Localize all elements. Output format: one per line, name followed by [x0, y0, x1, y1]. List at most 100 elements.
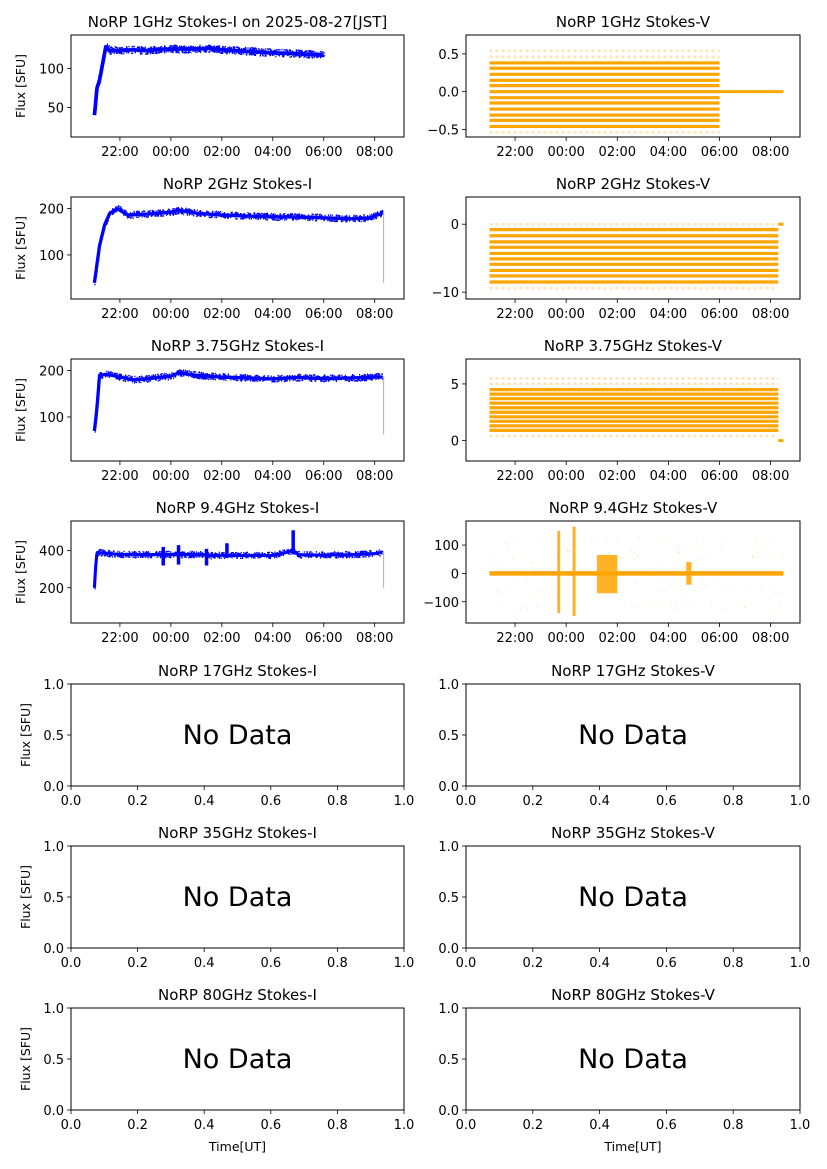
panel-title: NoRP 3.75GHz Stokes-V: [544, 337, 723, 355]
x-tick-label: 0.4: [589, 956, 610, 971]
x-tick-label: 04:00: [650, 307, 687, 322]
y-tick-label: 100: [39, 411, 64, 426]
y-tick-label: 100: [434, 539, 459, 554]
panel-17ghz-v: NoRP 17GHz Stokes-V 0.0 0.2 0.4 0.6 0.8 1.0 0.0…: [438, 662, 810, 809]
panel-1ghz-v: NoRP 1GHz Stokes-V 22:00 00:00 02:00 04:00 06…: [427, 13, 801, 160]
x-tick-label: 0.0: [61, 1118, 82, 1133]
axes-frame: [70, 520, 405, 624]
x-tick-label: 06:00: [305, 631, 342, 646]
y-tick-label: 0.0: [43, 1104, 64, 1119]
x-tick-label: 00:00: [152, 469, 189, 484]
plot-area: [489, 526, 784, 616]
x-tick-label: 02:00: [599, 307, 636, 322]
x-tick-label: 08:00: [356, 631, 393, 646]
panel-title: NoRP 1GHz Stokes-I on 2025-08-27[JST]: [88, 13, 388, 31]
series-stokes-i-trace: [92, 207, 384, 284]
y-tick-label: 0.0: [438, 86, 459, 101]
x-tick-label: 06:00: [305, 469, 342, 484]
y-tick-label: 0.0: [438, 780, 459, 795]
y-tick-label: 0.5: [43, 1053, 64, 1068]
outlier-points: [490, 537, 784, 611]
x-tick-label: 04:00: [254, 145, 291, 160]
core-noise-band: [489, 571, 784, 576]
x-tick-label: 0.6: [260, 956, 281, 971]
series-stokes-i-trace: [92, 371, 384, 432]
y-tick-label: 0: [451, 567, 459, 582]
panel-title: NoRP 17GHz Stokes-I: [158, 662, 317, 680]
y-axis-label: Flux [SFU]: [13, 54, 28, 118]
x-tick-label: 1.0: [394, 1118, 415, 1133]
x-tick-label: 08:00: [356, 307, 393, 322]
burst-region: [596, 555, 618, 594]
panel-title: NoRP 35GHz Stokes-V: [551, 824, 716, 842]
y-axis-label: Flux [SFU]: [13, 216, 28, 280]
plot-area: [489, 49, 784, 134]
panel-375ghz-v: NoRP 3.75GHz Stokes-V 22:00 00:00 02:00 04:0…: [451, 337, 801, 484]
x-tick-label: 1.0: [394, 794, 415, 809]
panel-title: NoRP 9.4GHz Stokes-I: [156, 499, 320, 517]
x-tick-label: 1.0: [394, 956, 415, 971]
x-tick-label: 22:00: [101, 145, 138, 160]
no-data-message: No Data: [578, 882, 688, 913]
x-tick-label: 0.0: [61, 956, 82, 971]
x-tick-label: 0.2: [522, 956, 543, 971]
panel-title: NoRP 3.75GHz Stokes-I: [151, 337, 324, 355]
x-tick-label: 0.2: [127, 956, 148, 971]
y-axis-label: Flux [SFU]: [13, 540, 28, 604]
x-tick-label: 02:00: [599, 469, 636, 484]
axes-frame: [465, 34, 801, 138]
panel-2ghz-i: NoRP 2GHz Stokes-I Flux [SFU] 22:00 00:00 02…: [13, 175, 405, 322]
y-tick-label: 0.5: [438, 1053, 459, 1068]
y-tick-label: 1.0: [438, 840, 459, 855]
x-tick-label: 08:00: [752, 631, 789, 646]
axes-frame: [465, 520, 801, 624]
x-tick-label: 08:00: [356, 469, 393, 484]
x-tick-label: 0.8: [327, 956, 348, 971]
no-data-message: No Data: [578, 720, 688, 751]
y-axis-label: Flux [SFU]: [18, 703, 33, 767]
x-tick-label: 00:00: [152, 145, 189, 160]
y-tick-label: 1.0: [438, 1002, 459, 1017]
x-tick-label: 00:00: [152, 307, 189, 322]
y-axis-label: Flux [SFU]: [13, 378, 28, 442]
panel-title: NoRP 2GHz Stokes-I: [163, 175, 312, 193]
y-tick-label: 0.0: [438, 1104, 459, 1119]
y-tick-label: 1.0: [43, 1002, 64, 1017]
x-tick-label: 06:00: [701, 145, 738, 160]
axes-frame: [70, 34, 405, 138]
axes-frame: [465, 1007, 801, 1111]
series-noise-points: [94, 547, 384, 590]
y-tick-label: 0.5: [438, 891, 459, 906]
x-tick-label: 22:00: [101, 631, 138, 646]
plot-area: [489, 222, 784, 290]
axes-frame: [70, 845, 405, 949]
plot-area: [92, 530, 385, 590]
axes-frame: [465, 683, 801, 787]
x-tick-label: 22:00: [101, 469, 138, 484]
plot-area: [489, 377, 784, 443]
no-data-message: No Data: [183, 882, 293, 913]
y-tick-label: −0.5: [427, 123, 459, 138]
y-tick-label: −100: [423, 596, 459, 611]
plot-area: [92, 369, 385, 435]
no-data-message: No Data: [578, 1044, 688, 1075]
y-axis-label: Flux [SFU]: [18, 865, 33, 929]
y-tick-label: 0: [451, 218, 459, 233]
y-tick-label: 1.0: [438, 678, 459, 693]
x-tick-label: 06:00: [701, 307, 738, 322]
y-tick-label: 0.5: [438, 729, 459, 744]
x-tick-label: 04:00: [650, 145, 687, 160]
x-tick-label: 22:00: [496, 145, 533, 160]
x-tick-label: 04:00: [254, 307, 291, 322]
no-data-message: No Data: [183, 1044, 293, 1075]
axes-frame: [70, 683, 405, 787]
axes-frame: [70, 1007, 405, 1111]
x-tick-label: 0.6: [260, 794, 281, 809]
x-tick-label: 06:00: [305, 145, 342, 160]
x-tick-label: 0.0: [456, 794, 477, 809]
panel-title: NoRP 80GHz Stokes-I: [158, 986, 317, 1004]
burst-region: [686, 562, 692, 585]
y-tick-label: 200: [39, 582, 64, 597]
panel-2ghz-v: NoRP 2GHz Stokes-V 22:00 00:00 02:00 04:00 06…: [432, 175, 801, 322]
